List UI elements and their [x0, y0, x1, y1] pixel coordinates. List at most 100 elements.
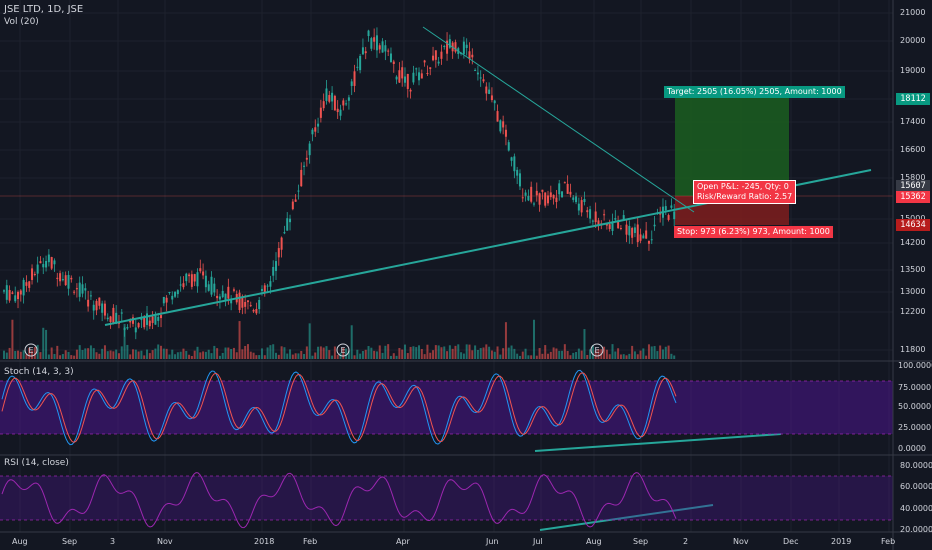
candle-body: [575, 196, 578, 203]
stoch-trendline: [534, 433, 782, 452]
candle-body: [291, 201, 294, 210]
candle-body: [432, 55, 435, 61]
candle-body: [171, 295, 174, 300]
volume-bar: [636, 354, 639, 359]
candle-body: [521, 197, 524, 199]
candle-body: [238, 292, 241, 311]
volume-bar: [294, 353, 297, 359]
candle-body: [190, 274, 193, 287]
volume-bar: [165, 348, 168, 359]
volume-bar: [667, 345, 670, 359]
volume-bar: [631, 345, 634, 359]
candle-body: [622, 215, 625, 221]
candle-body: [398, 70, 401, 83]
candle-body: [412, 72, 415, 83]
candle-body: [488, 89, 491, 94]
candle-body: [507, 142, 510, 151]
candle-body: [490, 95, 493, 101]
volume-bar: [207, 349, 210, 359]
volume-bar: [597, 349, 600, 359]
volume-bar: [617, 348, 620, 359]
volume-bar: [78, 345, 81, 359]
candle-body: [84, 288, 87, 291]
earnings-icon: [24, 343, 38, 357]
candle-body: [443, 46, 446, 48]
volume-bar: [277, 354, 280, 359]
volume-bar: [544, 345, 547, 359]
candle-body: [446, 40, 449, 54]
volume-bar: [241, 349, 244, 359]
candle-body: [415, 68, 418, 70]
volume-bar: [586, 354, 589, 359]
volume-bar: [25, 354, 28, 359]
candle-body: [496, 111, 499, 122]
rsi-tick: 60.0000: [900, 482, 932, 491]
volume-bar: [440, 347, 443, 359]
oscillators: [0, 369, 893, 529]
candle-body: [22, 279, 25, 296]
volume-bar: [333, 346, 336, 359]
volume-bar: [137, 351, 140, 359]
volume-bar: [530, 355, 533, 359]
price-tick: 20000: [900, 36, 926, 45]
volume-bar: [311, 355, 314, 359]
candle-body: [516, 169, 519, 176]
target-info-box[interactable]: Target: 2505 (16.05%) 2505, Amount: 1000: [664, 86, 845, 98]
volume-bar: [221, 352, 224, 359]
rsi-tick: 80.0000: [900, 461, 932, 470]
time-tick: Aug: [12, 537, 28, 546]
price-tick: 15000: [900, 214, 925, 223]
volume-bar: [555, 348, 558, 359]
time-tick: Aug: [586, 537, 602, 546]
stop-info-box[interactable]: Stop: 973 (6.23%) 973, Amount: 1000: [674, 226, 833, 238]
candle-body: [162, 297, 165, 304]
candle-body: [538, 193, 541, 205]
volume-bar: [193, 350, 196, 359]
candle-body: [294, 199, 297, 202]
candle-body: [317, 123, 320, 127]
volume-bar: [443, 346, 446, 359]
candle-body: [56, 277, 59, 279]
earnings-marker-text: E: [28, 346, 33, 355]
volume-bar: [659, 345, 662, 359]
volume-bar: [280, 346, 283, 359]
volume-bar: [59, 355, 62, 359]
candle-body: [653, 224, 656, 227]
candle-body: [106, 317, 109, 320]
volume-bar: [336, 354, 339, 359]
rsi-line: [1, 472, 677, 529]
volume-bar: [342, 347, 345, 359]
time-tick: Apr: [396, 537, 410, 546]
candle-body: [98, 297, 101, 306]
candle-body: [182, 283, 185, 288]
candle-body: [591, 220, 594, 222]
volume-bar: [286, 353, 289, 359]
price-tick: 16600: [900, 145, 926, 154]
candle-body: [319, 107, 322, 118]
candle-body: [14, 295, 17, 302]
candle-body: [650, 239, 653, 241]
volume-bar: [507, 347, 510, 359]
volume-bar: [549, 351, 552, 359]
candle-body: [115, 312, 118, 324]
open-pl-box[interactable]: Open P&L: -245, Qty: 0 Risk/Reward Ratio…: [693, 180, 797, 204]
candle-body: [179, 284, 182, 286]
volume-bar: [524, 348, 527, 359]
candle-body: [342, 100, 345, 106]
position-zones: [0, 91, 893, 225]
candle-body: [95, 300, 98, 311]
price-tick: 12200: [900, 307, 926, 316]
candle-body: [227, 286, 230, 299]
candle-body: [437, 61, 440, 64]
volume-bar: [409, 346, 412, 359]
volume-bar: [70, 355, 73, 359]
candle-body: [297, 190, 300, 192]
candle-body: [28, 281, 31, 288]
candle-body: [221, 290, 224, 298]
candle-body: [440, 51, 443, 59]
stoch-tick: 50.0000: [898, 402, 932, 411]
candle-body: [647, 240, 650, 244]
candle-body: [468, 51, 471, 60]
